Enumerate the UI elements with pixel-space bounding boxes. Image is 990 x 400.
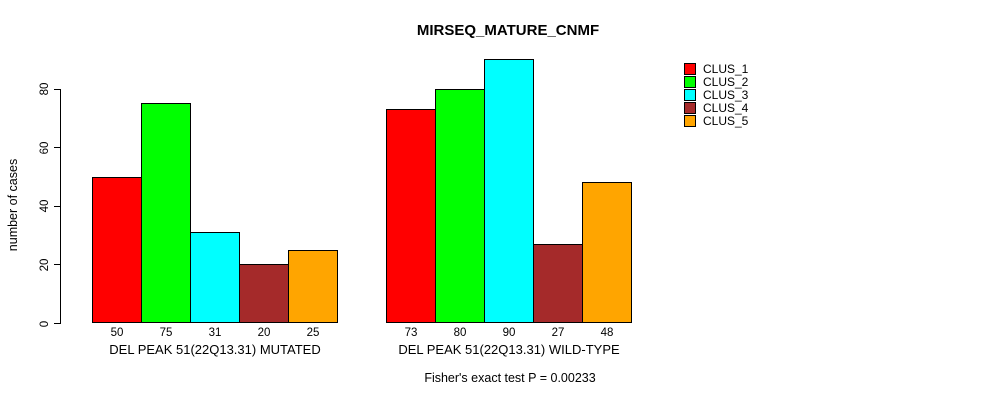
bar-clus_5 [288,249,338,323]
legend-swatch [684,88,696,101]
bar-value-label: 31 [208,327,222,339]
legend-label: CLUS_4 [703,100,749,115]
bar-value-label: 73 [404,327,418,339]
legend-label: CLUS_1 [703,61,749,76]
legend-label: CLUS_2 [703,74,749,89]
bar-clus_1 [386,109,436,323]
legend-row: CLUS_1 [684,61,749,76]
y-tick-mark [54,147,60,149]
legend-label: CLUS_5 [703,113,749,128]
legend-swatch [684,75,696,88]
bar-value-label: 50 [110,327,124,339]
chart-title: MIRSEQ_MATURE_CNMF [416,22,600,39]
y-axis-line [60,88,61,324]
legend: CLUS_1 CLUS_2 CLUS_3 CLUS_4 CLUS_5 [684,61,749,128]
y-tick-label: 0 [39,320,51,327]
bar-value-label: 90 [502,327,516,339]
bar-clus_5 [582,182,632,323]
bar-clus_2 [141,103,191,323]
bar-value-label: 25 [306,327,320,339]
y-tick-label: 40 [39,199,51,213]
y-tick-label: 20 [39,258,51,272]
bar-clus_4 [533,243,583,323]
y-tick-mark [54,323,60,324]
legend-swatch [684,101,696,114]
y-tick-mark [54,264,60,266]
bar-clus_2 [435,88,485,323]
y-tick-mark [54,88,60,90]
legend-row: CLUS_4 [684,100,749,115]
bar-value-label: 48 [600,327,614,339]
bar-clus_1 [92,176,142,323]
footnote-pvalue: Fisher's exact test P = 0.00233 [424,371,596,385]
legend-swatch [684,114,696,127]
x-group-label: DEL PEAK 51(22Q13.31) MUTATED [109,342,321,357]
legend-swatch [684,62,696,75]
bar-clus_4 [239,264,289,323]
legend-row: CLUS_5 [684,113,749,128]
legend-row: CLUS_3 [684,87,749,102]
bar-clus_3 [190,232,240,323]
x-group-label: DEL PEAK 51(22Q13.31) WILD-TYPE [398,342,620,357]
bar-value-label: 80 [453,327,467,339]
legend-row: CLUS_2 [684,74,749,89]
y-tick-label: 60 [39,141,51,155]
bar-value-label: 75 [159,327,173,339]
legend-label: CLUS_3 [703,87,749,102]
bar-value-label: 27 [551,327,565,339]
bar-value-label: 20 [257,327,271,339]
y-tick-mark [54,205,60,207]
bar-clus_3 [484,59,534,323]
y-tick-label: 80 [39,82,51,96]
